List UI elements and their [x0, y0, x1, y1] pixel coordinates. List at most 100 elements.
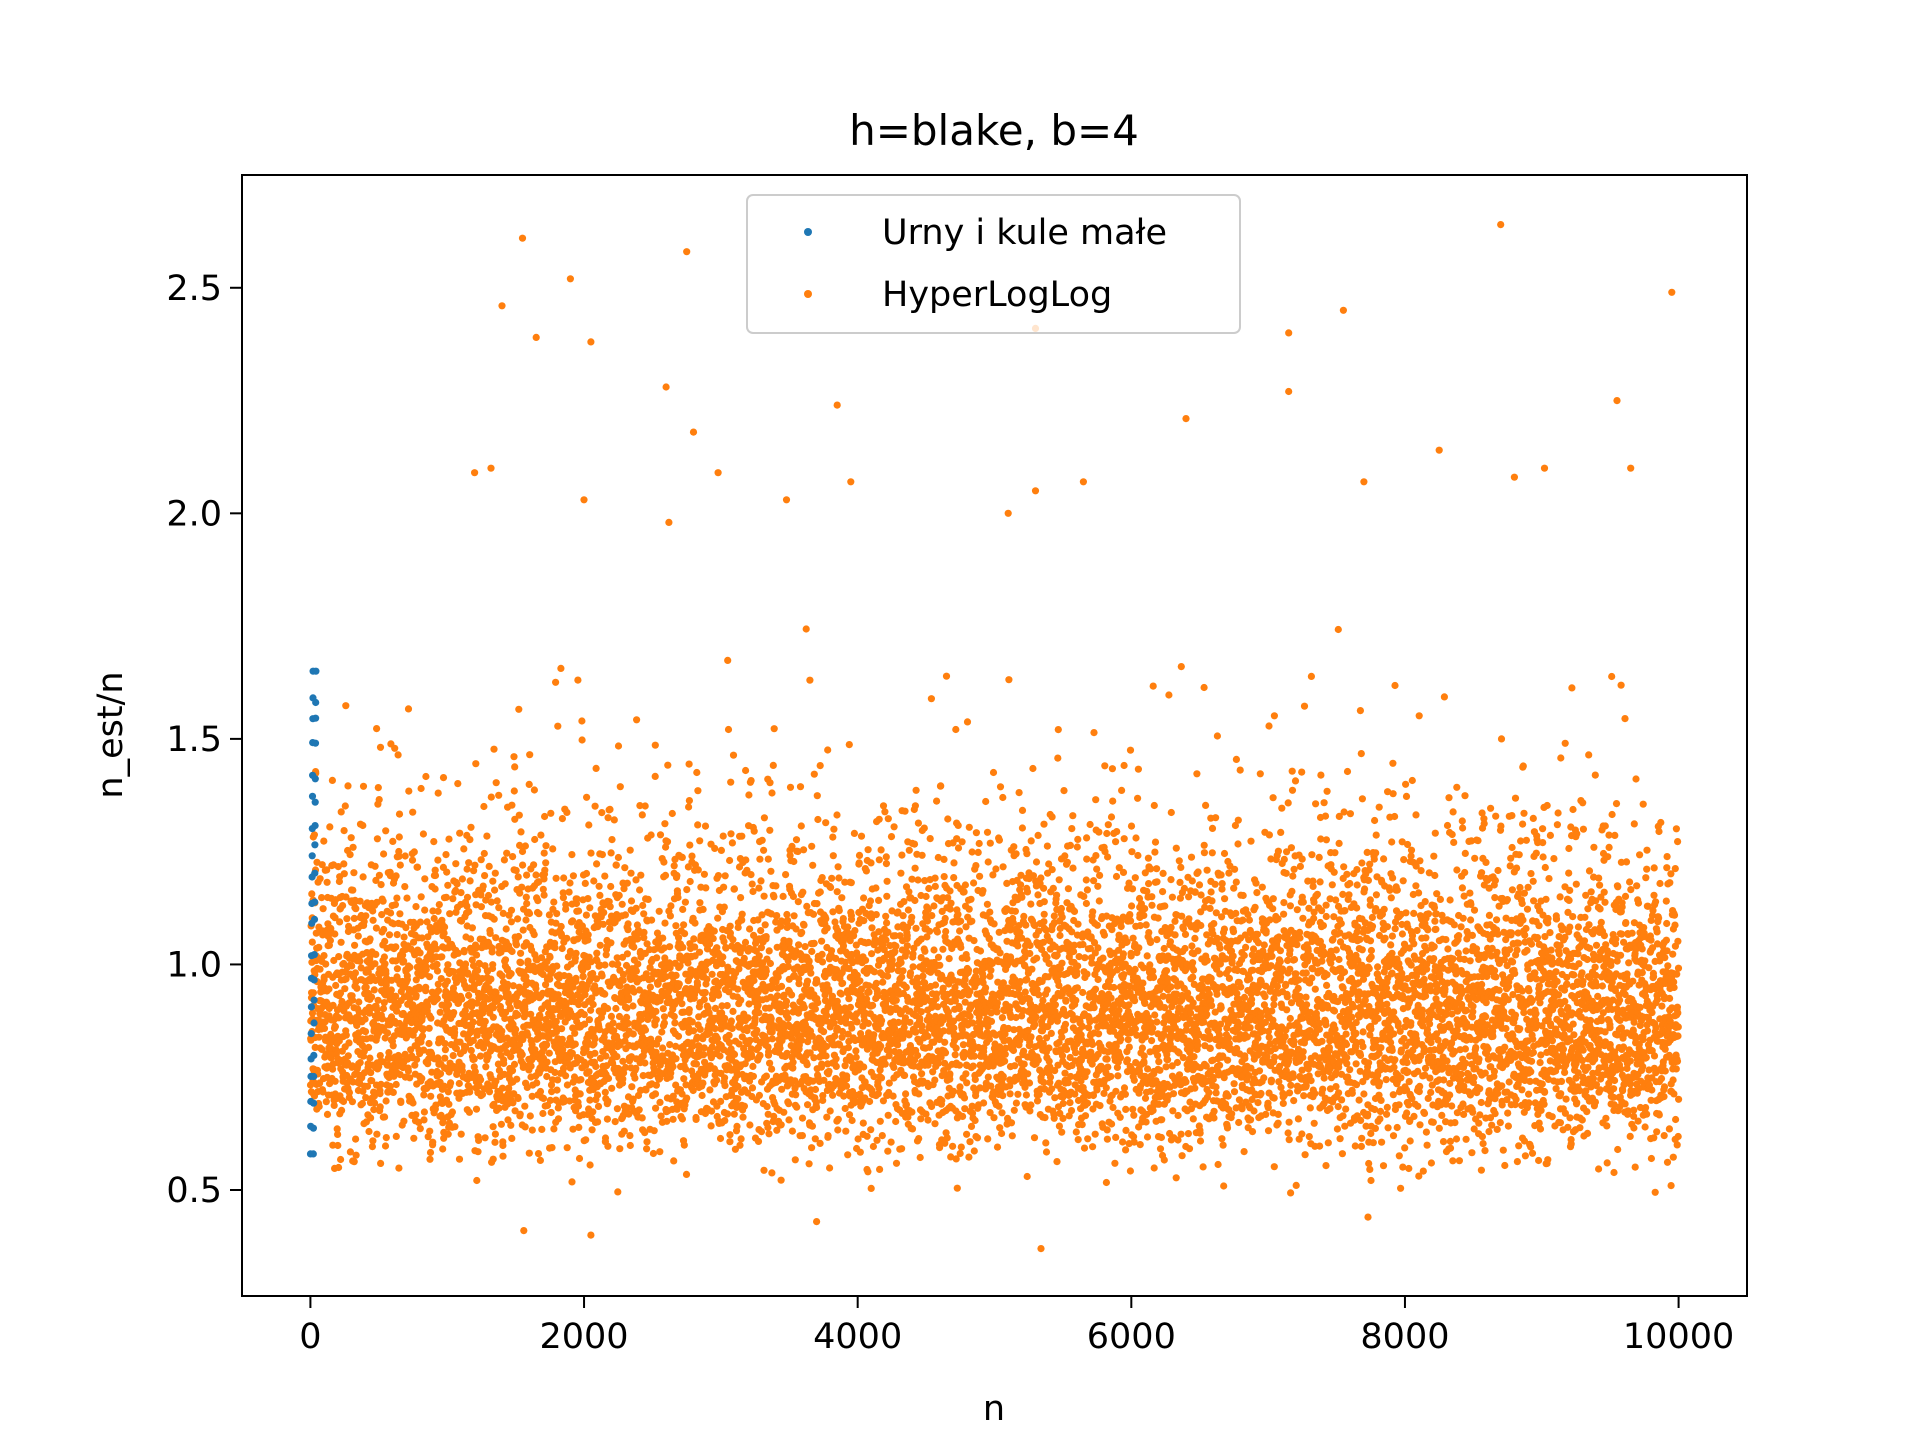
hyperloglog-point: [984, 858, 992, 866]
hyperloglog-point: [961, 881, 970, 889]
hyperloglog-point: [507, 970, 515, 978]
hyperloglog-point: [551, 944, 559, 952]
hyperloglog-point: [754, 1137, 763, 1145]
hyperloglog-point: [510, 1060, 519, 1068]
hyperloglog-point: [842, 1127, 850, 1135]
hyperloglog-point: [943, 1134, 951, 1142]
hyperloglog-point: [825, 1067, 833, 1075]
hyperloglog-point: [653, 954, 661, 962]
hyperloglog-point: [648, 916, 656, 924]
hyperloglog-point: [601, 1088, 609, 1096]
hyperloglog-point: [926, 835, 934, 843]
hyperloglog-point: [954, 844, 963, 852]
hyperloglog-point: [604, 1142, 612, 1150]
hyperloglog-point: [527, 1062, 535, 1070]
hyperloglog-point: [594, 1118, 602, 1126]
hyperloglog-point: [630, 943, 638, 951]
hyperloglog-point: [418, 1074, 426, 1082]
hyperloglog-point: [675, 980, 683, 988]
hyperloglog-point: [621, 864, 629, 872]
hyperloglog-point: [666, 912, 675, 920]
hyperloglog-point: [336, 989, 345, 997]
hyperloglog-point: [811, 1085, 820, 1094]
hyperloglog-point: [680, 1141, 688, 1149]
hyperloglog-point: [331, 1023, 339, 1031]
hyperloglog-point: [951, 1051, 959, 1059]
hyperloglog-point: [868, 950, 876, 958]
hyperloglog-point: [528, 1126, 536, 1134]
hyperloglog-point: [626, 1141, 634, 1150]
hyperloglog-point: [903, 948, 911, 956]
hyperloglog-point: [422, 772, 430, 781]
hyperloglog-point: [830, 825, 838, 833]
hyperloglog-point: [963, 1079, 971, 1087]
hyperloglog-point: [351, 969, 359, 977]
hyperloglog-point: [463, 865, 471, 873]
hyperloglog-point: [970, 1147, 978, 1155]
hyperloglog-point: [835, 874, 843, 882]
hyperloglog-point: [962, 1070, 970, 1078]
hyperloglog-point: [543, 1058, 551, 1066]
hyperloglog-point: [738, 910, 746, 918]
hyperloglog-point: [337, 808, 345, 816]
hyperloglog-point: [808, 842, 816, 850]
hyperloglog-point: [621, 911, 630, 919]
hyperloglog-point: [755, 1009, 763, 1017]
hyperloglog-point: [343, 915, 351, 923]
hyperloglog-point: [890, 1063, 898, 1071]
hyperloglog-point: [615, 891, 623, 900]
hyperloglog-point: [380, 850, 388, 858]
hyperloglog-point: [800, 846, 808, 854]
hyperloglog-point: [521, 1123, 529, 1131]
hyperloglog-point: [372, 950, 380, 959]
hyperloglog-point: [877, 1074, 886, 1082]
hyperloglog-point: [442, 851, 450, 859]
hyperloglog-point: [724, 656, 732, 665]
hyperloglog-point: [971, 1075, 979, 1084]
hyperloglog-point: [319, 1088, 327, 1096]
hyperloglog-point: [968, 848, 976, 856]
hyperloglog-point: [866, 1097, 874, 1106]
hyperloglog-point: [354, 932, 362, 940]
hyperloglog-point: [439, 774, 448, 782]
hyperloglog-point: [369, 1137, 377, 1145]
hyperloglog-point: [434, 789, 442, 797]
hyperloglog-point: [512, 866, 520, 875]
hyperloglog-point: [963, 954, 971, 963]
hyperloglog-point: [936, 961, 944, 969]
hyperloglog-point: [610, 816, 618, 824]
hyperloglog-point: [491, 886, 499, 894]
hyperloglog-point: [768, 789, 776, 797]
hyperloglog-point: [562, 900, 570, 909]
hyperloglog-point: [910, 840, 919, 848]
hyperloglog-point: [513, 1075, 521, 1083]
hyperloglog-point: [755, 952, 763, 960]
hyperloglog-point: [585, 821, 593, 829]
hyperloglog-point: [563, 808, 571, 817]
hyperloglog-point: [436, 1008, 444, 1016]
hyperloglog-point: [671, 1019, 679, 1027]
hyperloglog-point: [346, 851, 354, 859]
hyperloglog-point: [860, 1063, 868, 1071]
hyperloglog-point: [799, 888, 807, 896]
hyperloglog-point: [412, 903, 420, 911]
hyperloglog-point: [577, 1076, 585, 1084]
hyperloglog-point: [444, 1001, 453, 1009]
hyperloglog-point: [892, 1117, 900, 1126]
hyperloglog-point: [380, 953, 388, 961]
hyperloglog-point: [320, 952, 328, 960]
hyperloglog-point: [349, 886, 357, 894]
hyperloglog-point: [596, 891, 604, 900]
hyperloglog-point: [730, 1050, 739, 1058]
hyperloglog-point: [466, 1084, 474, 1092]
hyperloglog-point: [761, 921, 769, 929]
hyperloglog-point: [480, 802, 488, 811]
hyperloglog-point: [558, 1025, 566, 1033]
hyperloglog-point: [362, 1094, 370, 1102]
hyperloglog-point: [699, 905, 707, 914]
hyperloglog-point: [667, 902, 675, 910]
hyperloglog-point: [582, 911, 591, 919]
hyperloglog-point: [425, 1039, 433, 1048]
hyperloglog-point: [373, 835, 381, 843]
hyperloglog-point: [930, 946, 938, 954]
